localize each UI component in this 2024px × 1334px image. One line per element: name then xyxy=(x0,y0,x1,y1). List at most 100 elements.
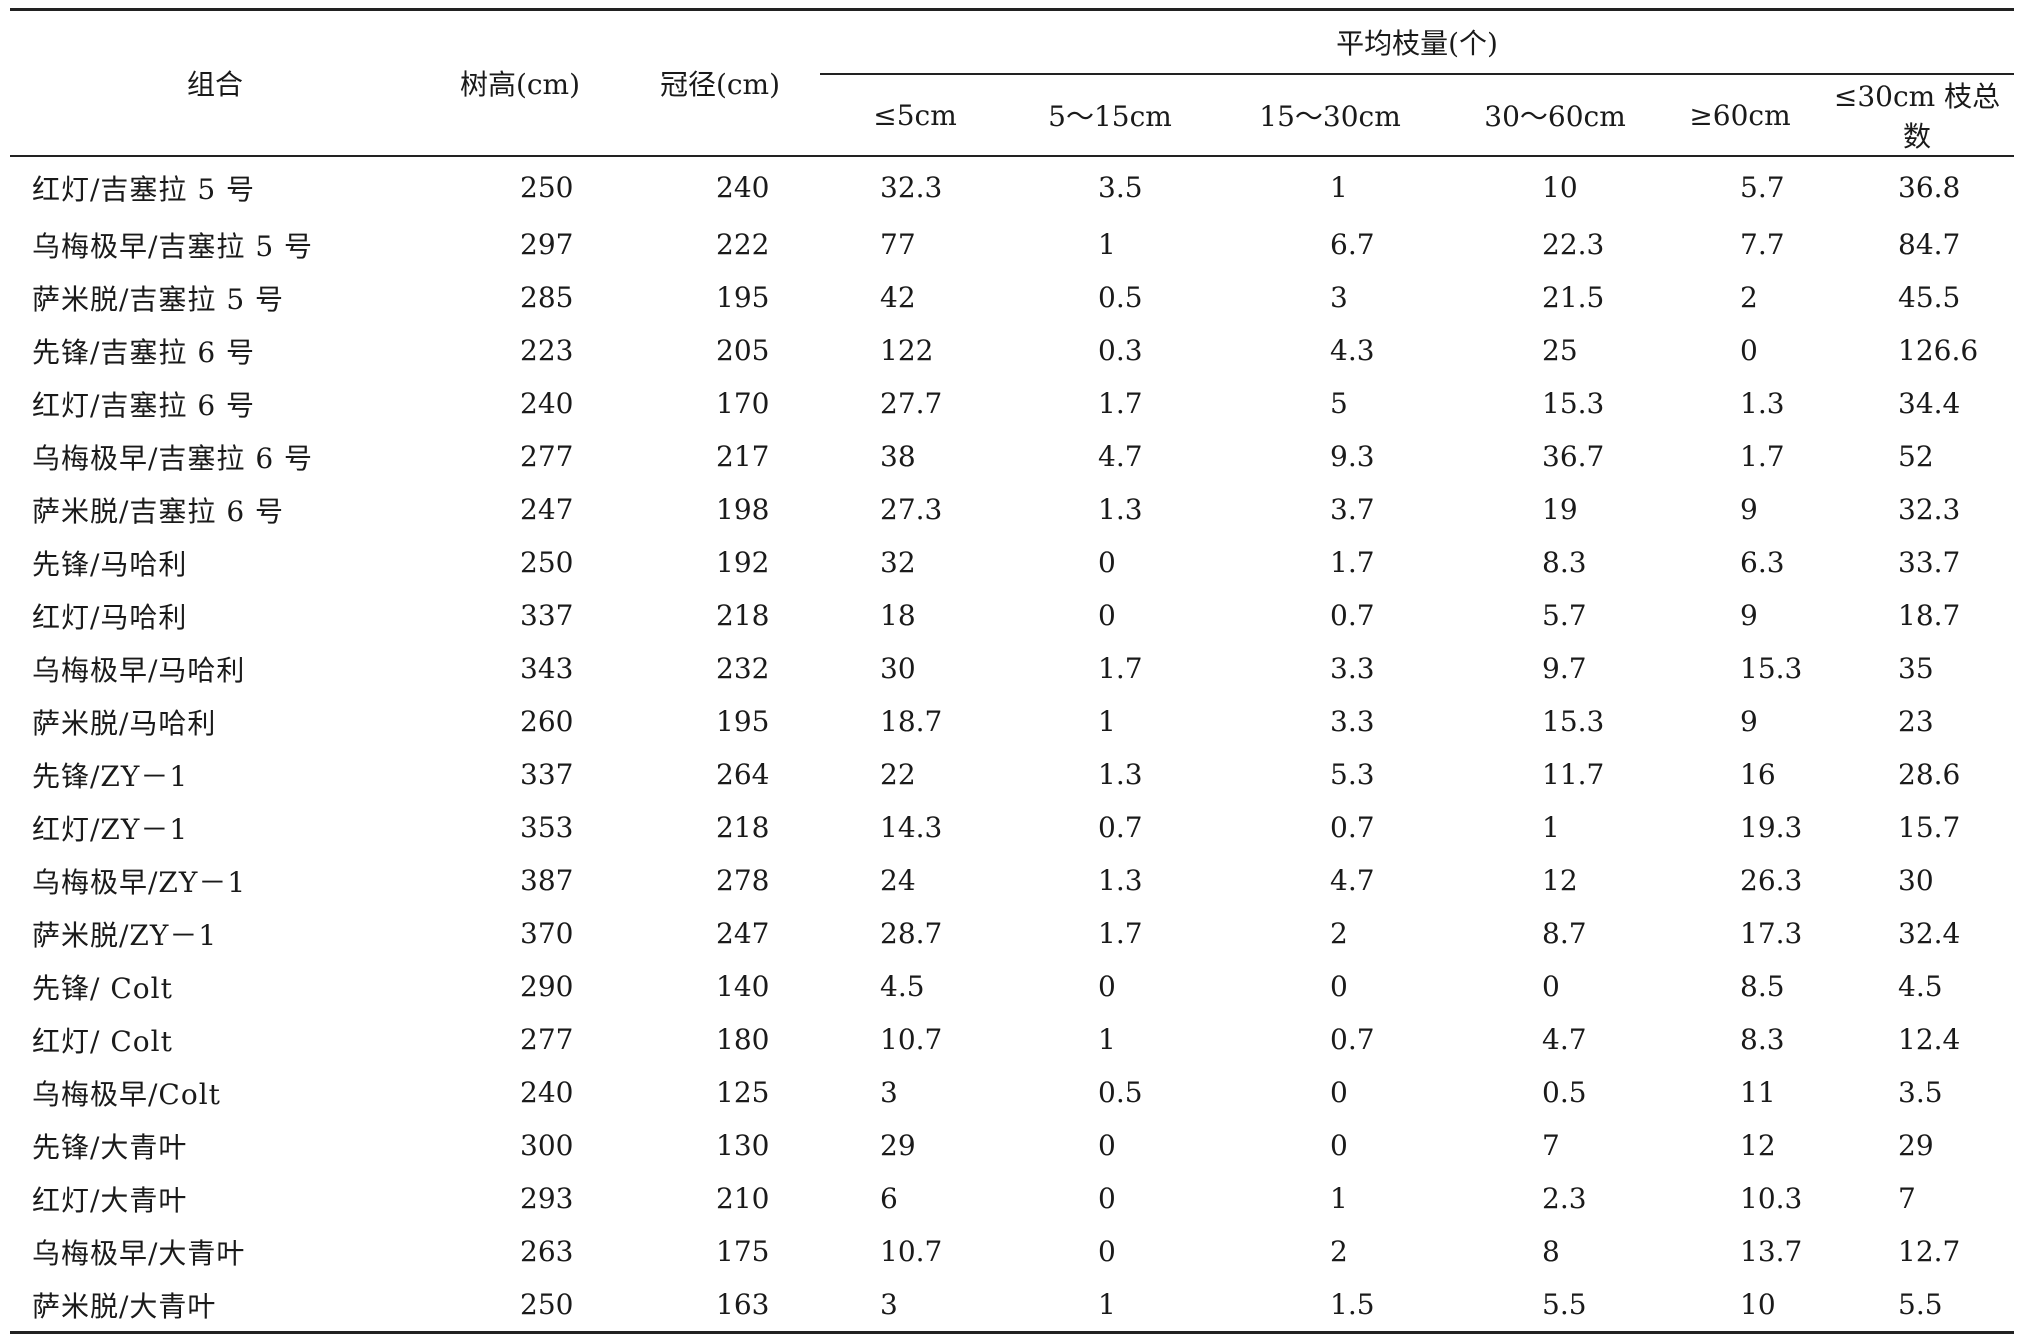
combination-cell: 乌梅极早/大青叶 xyxy=(32,1236,246,1270)
header-ge-60cm: ≥60cm xyxy=(1689,98,1791,132)
combination-cell: 先锋/大青叶 xyxy=(32,1130,188,1164)
value-cell: 205 xyxy=(716,334,770,367)
value-cell: 9 xyxy=(1740,705,1758,738)
value-cell: 240 xyxy=(716,171,770,204)
value-cell: 2 xyxy=(1330,917,1348,950)
value-cell: 1.7 xyxy=(1330,546,1375,579)
combination-cell: 萨米脱/吉塞拉 5 号 xyxy=(32,282,285,316)
table-row: 红灯/马哈利 337 218 18 0 0.7 5.7 9 18.7 xyxy=(10,589,2014,642)
value-cell: 34.4 xyxy=(1898,387,1961,420)
value-cell: 1.5 xyxy=(1330,1288,1375,1321)
value-cell: 125 xyxy=(716,1076,770,1109)
value-cell: 250 xyxy=(520,1288,574,1321)
value-cell: 0 xyxy=(1330,1076,1348,1109)
table-header: 组合 树高(cm) 冠径(cm) 平均枝量(个) ≤5cm 5～15cm 15～… xyxy=(10,9,2015,157)
table-row: 红灯/大青叶 293 210 6 0 1 2.3 10.3 7 xyxy=(10,1172,2014,1225)
value-cell: 223 xyxy=(520,334,574,367)
value-cell: 19 xyxy=(1542,493,1578,526)
value-cell: 217 xyxy=(716,440,770,473)
value-cell: 28.7 xyxy=(880,917,943,950)
table-row: 红灯/ZY－1 353 218 14.3 0.7 0.7 1 19.3 15.7 xyxy=(10,801,2014,854)
value-cell: 3 xyxy=(880,1076,898,1109)
value-cell: 12.7 xyxy=(1898,1235,1961,1268)
header-crown-diameter: 冠径(cm) xyxy=(620,9,820,157)
value-cell: 9 xyxy=(1740,599,1758,632)
value-cell: 3.7 xyxy=(1330,493,1375,526)
value-cell: 180 xyxy=(716,1023,770,1056)
value-cell: 8.3 xyxy=(1740,1023,1785,1056)
value-cell: 163 xyxy=(716,1288,770,1321)
value-cell: 1.3 xyxy=(1098,493,1143,526)
header-le-30cm-total: ≤30cm 枝总数 xyxy=(1833,80,2001,153)
value-cell: 23 xyxy=(1898,705,1934,738)
table-row: 红灯/吉塞拉 6 号 240 170 27.7 1.7 5 15.3 1.3 34.4 xyxy=(10,377,2014,430)
value-cell: 42 xyxy=(880,281,916,314)
value-cell: 247 xyxy=(716,917,770,950)
table-row: 萨米脱/吉塞拉 5 号 285 195 42 0.5 3 21.5 2 45.5 xyxy=(10,271,2014,324)
value-cell: 1 xyxy=(1098,228,1116,261)
combination-cell: 红灯/吉塞拉 5 号 xyxy=(32,172,256,206)
value-cell: 77 xyxy=(880,228,916,261)
value-cell: 0.7 xyxy=(1330,599,1375,632)
header-average-branch-count: 平均枝量(个) xyxy=(820,9,2015,75)
value-cell: 0 xyxy=(1330,1129,1348,1162)
value-cell: 1 xyxy=(1542,811,1560,844)
table-row: 先锋/马哈利 250 192 32 0 1.7 8.3 6.3 33.7 xyxy=(10,536,2014,589)
value-cell: 1 xyxy=(1098,705,1116,738)
value-cell: 6.7 xyxy=(1330,228,1375,261)
branch-data-table: 组合 树高(cm) 冠径(cm) 平均枝量(个) ≤5cm 5～15cm 15～… xyxy=(10,8,2015,1334)
value-cell: 0.7 xyxy=(1330,1023,1375,1056)
table-row: 乌梅极早/吉塞拉 5 号 297 222 77 1 6.7 22.3 7.7 84.7 xyxy=(10,218,2014,271)
value-cell: 5 xyxy=(1330,387,1348,420)
value-cell: 30 xyxy=(880,652,916,685)
value-cell: 5.7 xyxy=(1740,171,1785,204)
value-cell: 25 xyxy=(1542,334,1578,367)
value-cell: 4.7 xyxy=(1542,1023,1587,1056)
value-cell: 5.3 xyxy=(1330,758,1375,791)
combination-cell: 乌梅极早/吉塞拉 5 号 xyxy=(32,229,314,263)
combination-cell: 乌梅极早/ZY－1 xyxy=(32,865,247,899)
table-row: 乌梅极早/Colt 240 125 3 0.5 0 0.5 11 3.5 xyxy=(10,1066,2014,1119)
combination-cell: 红灯/ZY－1 xyxy=(32,812,189,846)
value-cell: 17.3 xyxy=(1740,917,1803,950)
value-cell: 218 xyxy=(716,811,770,844)
value-cell: 1 xyxy=(1098,1023,1116,1056)
value-cell: 10.3 xyxy=(1740,1182,1803,1215)
combination-cell: 萨米脱/大青叶 xyxy=(32,1289,217,1323)
table-row: 红灯/吉塞拉 5 号 250 240 32.3 3.5 1 10 5.7 36.8 xyxy=(10,156,2014,218)
value-cell: 250 xyxy=(520,546,574,579)
value-cell: 4.3 xyxy=(1330,334,1375,367)
value-cell: 263 xyxy=(520,1235,574,1268)
combination-cell: 先锋/ZY－1 xyxy=(32,759,189,793)
value-cell: 1.3 xyxy=(1098,864,1143,897)
value-cell: 130 xyxy=(716,1129,770,1162)
value-cell: 198 xyxy=(716,493,770,526)
value-cell: 290 xyxy=(520,970,574,1003)
value-cell: 175 xyxy=(716,1235,770,1268)
combination-cell: 先锋/马哈利 xyxy=(32,547,188,581)
value-cell: 232 xyxy=(716,652,770,685)
table-row: 萨米脱/大青叶 250 163 3 1 1.5 5.5 10 5.5 xyxy=(10,1278,2015,1333)
header-combination: 组合 xyxy=(10,9,420,157)
value-cell: 11.7 xyxy=(1542,758,1605,791)
value-cell: 1.7 xyxy=(1098,652,1143,685)
value-cell: 1.3 xyxy=(1098,758,1143,791)
value-cell: 195 xyxy=(716,705,770,738)
value-cell: 140 xyxy=(716,970,770,1003)
value-cell: 278 xyxy=(716,864,770,897)
value-cell: 0.7 xyxy=(1098,811,1143,844)
value-cell: 9.7 xyxy=(1542,652,1587,685)
value-cell: 24 xyxy=(880,864,916,897)
value-cell: 337 xyxy=(520,599,574,632)
value-cell: 3.3 xyxy=(1330,652,1375,685)
value-cell: 8.7 xyxy=(1542,917,1587,950)
combination-cell: 红灯/大青叶 xyxy=(32,1183,188,1217)
value-cell: 3.3 xyxy=(1330,705,1375,738)
value-cell: 32.3 xyxy=(1898,493,1961,526)
value-cell: 32.3 xyxy=(880,171,943,204)
value-cell: 1.7 xyxy=(1740,440,1785,473)
header-le-5cm: ≤5cm xyxy=(873,98,957,132)
value-cell: 5.5 xyxy=(1542,1288,1587,1321)
table-row: 乌梅极早/ZY－1 387 278 24 1.3 4.7 12 26.3 30 xyxy=(10,854,2014,907)
